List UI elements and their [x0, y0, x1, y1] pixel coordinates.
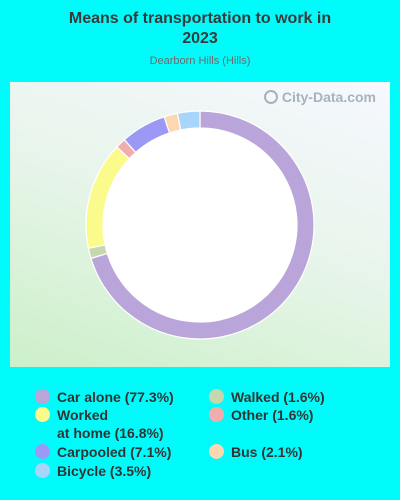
slice-bicycle — [176, 110, 201, 131]
chart-subtitle: Dearborn Hills (Hills) — [149, 55, 251, 67]
chart-title: Means of transportation to work in 2023 — [68, 10, 332, 47]
watermark: City-Data.com — [263, 89, 376, 105]
globe-icon — [263, 90, 278, 104]
watermark-text: City-Data.com — [281, 89, 376, 105]
donut-hole — [103, 128, 297, 322]
